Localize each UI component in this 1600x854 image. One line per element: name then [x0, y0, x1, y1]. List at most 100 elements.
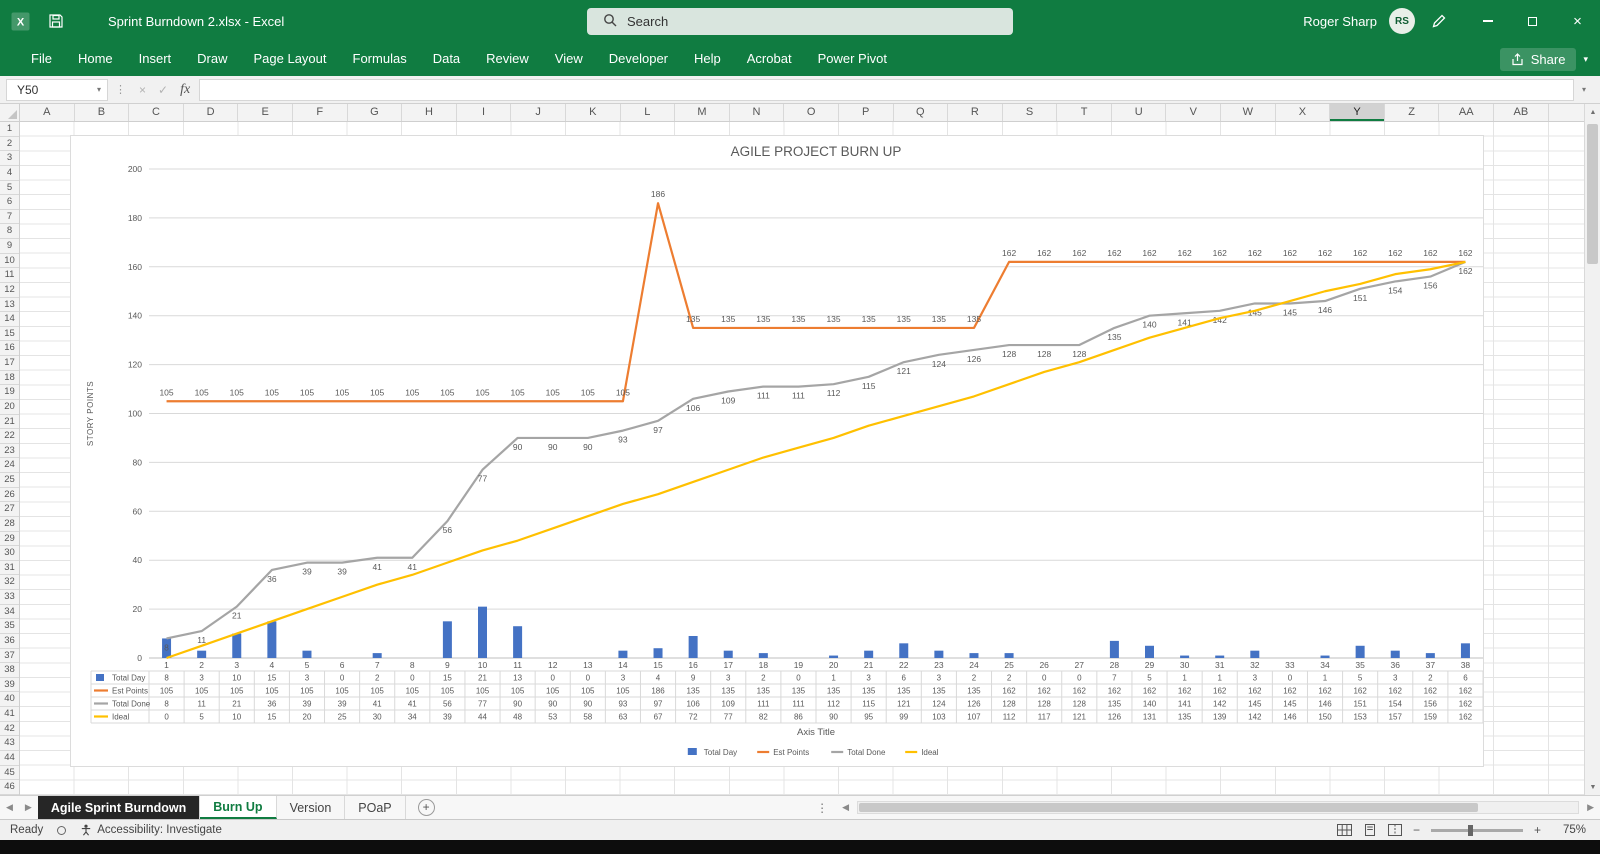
tabbar-dots-icon[interactable]: ⋮: [816, 800, 829, 815]
column-header-T[interactable]: T: [1057, 104, 1112, 121]
scroll-down-icon[interactable]: ▼: [1589, 783, 1597, 791]
column-header-U[interactable]: U: [1112, 104, 1167, 121]
column-header-E[interactable]: E: [238, 104, 293, 121]
ribbon-tab-home[interactable]: Home: [77, 51, 113, 66]
row-header-24[interactable]: 24: [0, 458, 19, 473]
row-header-16[interactable]: 16: [0, 341, 19, 356]
formula-bar-expand-icon[interactable]: ▾: [1581, 85, 1586, 94]
column-header-Z[interactable]: Z: [1385, 104, 1440, 121]
row-header-18[interactable]: 18: [0, 371, 19, 386]
row-header-21[interactable]: 21: [0, 415, 19, 430]
column-header-K[interactable]: K: [566, 104, 621, 121]
row-header-25[interactable]: 25: [0, 473, 19, 488]
new-sheet-button[interactable]: +: [417, 799, 435, 816]
row-header-30[interactable]: 30: [0, 546, 19, 561]
row-header-12[interactable]: 12: [0, 283, 19, 298]
enter-icon[interactable]: ✓: [158, 82, 169, 97]
row-header-4[interactable]: 4: [0, 166, 19, 181]
sheet-tab-version[interactable]: Version: [277, 796, 346, 819]
sheet-nav-right-icon[interactable]: ▶: [24, 802, 32, 812]
row-header-40[interactable]: 40: [0, 692, 19, 707]
row-header-36[interactable]: 36: [0, 634, 19, 649]
ribbon-tab-review[interactable]: Review: [486, 51, 529, 66]
row-header-11[interactable]: 11: [0, 268, 19, 283]
user-name[interactable]: Roger Sharp: [1303, 13, 1377, 29]
row-header-23[interactable]: 23: [0, 444, 19, 459]
save-icon[interactable]: [46, 11, 66, 31]
column-header-X[interactable]: X: [1276, 104, 1331, 121]
row-header-19[interactable]: 19: [0, 385, 19, 400]
column-header-D[interactable]: D: [184, 104, 239, 121]
column-header-I[interactable]: I: [457, 104, 512, 121]
minimize-button[interactable]: [1465, 0, 1510, 42]
column-header-H[interactable]: H: [402, 104, 457, 121]
row-header-28[interactable]: 28: [0, 517, 19, 532]
row-header-22[interactable]: 22: [0, 429, 19, 444]
row-header-29[interactable]: 29: [0, 532, 19, 547]
row-header-46[interactable]: 46: [0, 780, 19, 795]
avatar[interactable]: RS: [1389, 8, 1415, 34]
cells-grid[interactable]: 0 20 40 60 80 100 120 140 160 180 200 AGILE PROJECT…: [20, 122, 1584, 795]
row-header-13[interactable]: 13: [0, 298, 19, 313]
close-button[interactable]: ×: [1573, 12, 1582, 30]
ribbon-tab-page-layout[interactable]: Page Layout: [253, 51, 327, 66]
column-header-W[interactable]: W: [1221, 104, 1276, 121]
excel-app-icon[interactable]: X: [10, 11, 30, 31]
ribbon-tab-insert[interactable]: Insert: [138, 51, 172, 66]
share-chevron-icon[interactable]: ▾: [1583, 53, 1588, 64]
column-header-M[interactable]: M: [675, 104, 730, 121]
row-header-41[interactable]: 41: [0, 707, 19, 722]
row-header-32[interactable]: 32: [0, 575, 19, 590]
vertical-scrollbar[interactable]: ▲ ▼: [1584, 104, 1600, 795]
column-header-J[interactable]: J: [511, 104, 566, 121]
column-header-C[interactable]: C: [129, 104, 184, 121]
vertical-scrollbar-thumb[interactable]: [1587, 124, 1598, 264]
insert-function-icon[interactable]: fx: [180, 81, 191, 97]
column-header-B[interactable]: B: [75, 104, 130, 121]
column-header-L[interactable]: L: [621, 104, 676, 121]
row-header-34[interactable]: 34: [0, 605, 19, 620]
row-header-42[interactable]: 42: [0, 722, 19, 737]
ink-pen-icon[interactable]: [1431, 13, 1447, 29]
row-header-6[interactable]: 6: [0, 195, 19, 210]
sheet-tab-agile-sprint-burndown[interactable]: Agile Sprint Burndown: [37, 796, 201, 819]
row-header-10[interactable]: 10: [0, 254, 19, 269]
name-box[interactable]: Y50 ▾: [6, 78, 108, 101]
maximize-button[interactable]: [1510, 0, 1555, 42]
scroll-up-icon[interactable]: ▲: [1589, 108, 1597, 116]
horizontal-scrollbar-thumb[interactable]: [859, 803, 1479, 812]
row-header-8[interactable]: 8: [0, 224, 19, 239]
ribbon-tab-developer[interactable]: Developer: [608, 51, 669, 66]
macro-record-icon[interactable]: [57, 825, 67, 835]
row-header-39[interactable]: 39: [0, 678, 19, 693]
normal-view-icon[interactable]: [1336, 824, 1352, 836]
sheet-tab-burn-up[interactable]: Burn Up: [200, 796, 277, 819]
row-header-26[interactable]: 26: [0, 488, 19, 503]
share-button[interactable]: Share: [1499, 47, 1577, 71]
ribbon-tab-acrobat[interactable]: Acrobat: [746, 51, 792, 66]
ribbon-tab-power-pivot[interactable]: Power Pivot: [817, 51, 887, 66]
row-header-5[interactable]: 5: [0, 181, 19, 196]
page-layout-view-icon[interactable]: [1363, 824, 1377, 836]
row-header-33[interactable]: 33: [0, 590, 19, 605]
burnup-chart[interactable]: 0 20 40 60 80 100 120 140 160 180 200 AGILE PROJECT…: [70, 135, 1484, 767]
row-header-15[interactable]: 15: [0, 327, 19, 342]
hscroll-left-icon[interactable]: ◀: [842, 802, 850, 812]
row-header-45[interactable]: 45: [0, 766, 19, 781]
row-header-44[interactable]: 44: [0, 751, 19, 766]
column-header-O[interactable]: O: [784, 104, 839, 121]
cancel-icon[interactable]: ×: [139, 82, 147, 97]
ribbon-tab-draw[interactable]: Draw: [197, 51, 228, 66]
accessibility-status[interactable]: Accessibility: Investigate: [80, 824, 222, 836]
column-header-Y[interactable]: Y: [1330, 104, 1385, 121]
row-header-14[interactable]: 14: [0, 312, 19, 327]
horizontal-scrollbar[interactable]: [857, 801, 1580, 814]
formula-input[interactable]: [199, 78, 1574, 101]
hscroll-right-icon[interactable]: ▶: [1587, 802, 1594, 812]
search-box[interactable]: Search: [587, 8, 1013, 35]
row-header-7[interactable]: 7: [0, 210, 19, 225]
row-header-1[interactable]: 1: [0, 122, 19, 137]
ribbon-tab-file[interactable]: File: [31, 51, 52, 66]
column-header-A[interactable]: A: [20, 104, 75, 121]
name-box-chevron-icon[interactable]: ▾: [96, 85, 101, 94]
